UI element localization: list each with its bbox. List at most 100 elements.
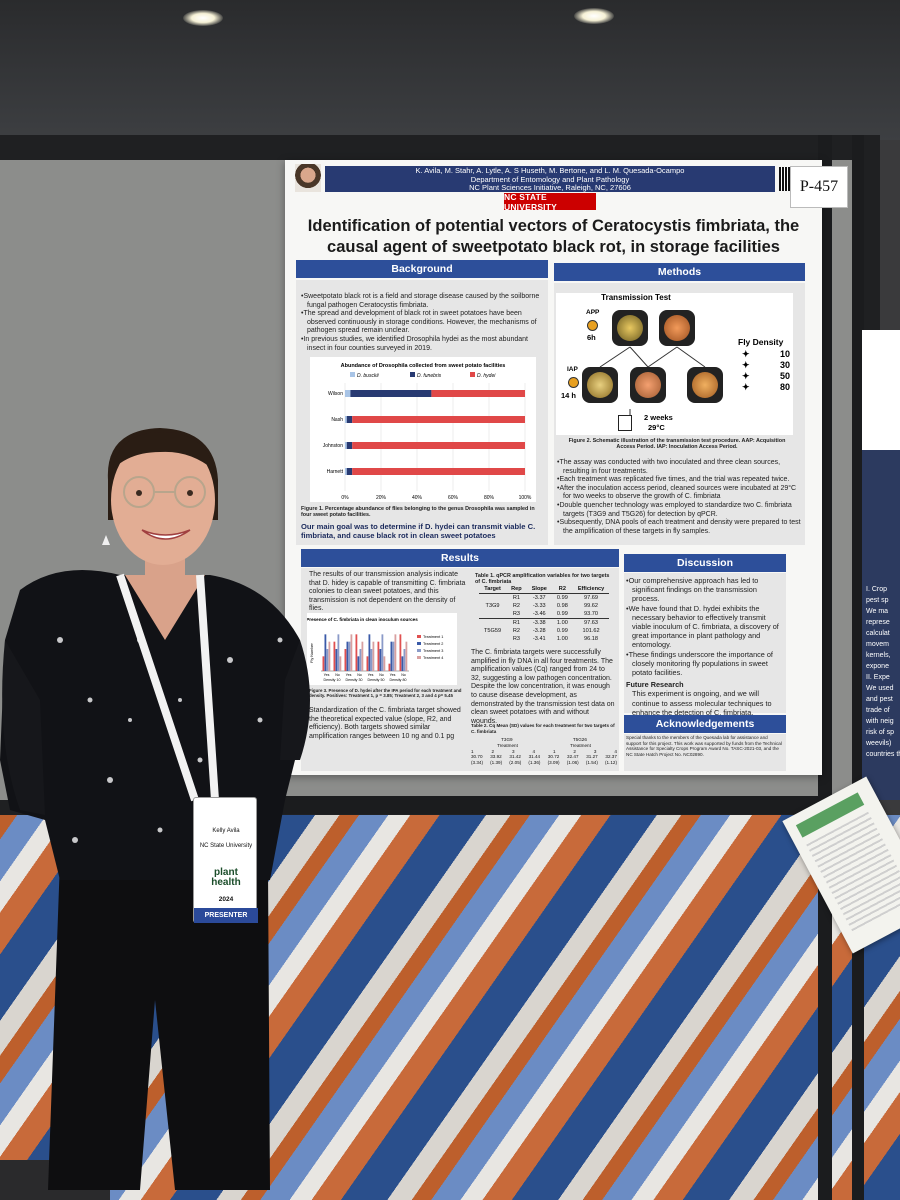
presenter-person	[0, 428, 310, 1190]
bar-segment	[431, 390, 525, 397]
table-cell: 97.63	[584, 620, 599, 626]
bullet-item: After the inoculation access period, cle…	[557, 485, 802, 502]
bar	[388, 663, 391, 671]
university-logo: NC STATE UNIVERSITY	[504, 192, 596, 212]
fly-icon: ✦	[742, 382, 750, 392]
alarm-clock-icon	[587, 320, 598, 331]
bar	[366, 656, 369, 671]
bar	[399, 634, 402, 671]
main-goal: Our main goal was to determine if D. hyd…	[301, 522, 536, 540]
legend-label: Treatment 1	[423, 635, 443, 639]
table2-cell: 31.42	[509, 754, 521, 760]
legend-swatch	[417, 649, 421, 652]
x-tick-label: 40%	[412, 495, 423, 501]
side-poster-line: expone	[866, 663, 889, 670]
fly-icon: ✦	[742, 349, 750, 359]
bar	[339, 656, 342, 671]
x-tick-label: 20%	[376, 495, 387, 501]
bar-segment	[345, 468, 347, 475]
author-photo	[295, 164, 321, 192]
legend-swatch	[350, 372, 355, 377]
background-text: Sweetpotato black rot is a field and sto…	[301, 293, 544, 353]
background-heading: Background	[296, 260, 548, 278]
bullet-item: Each treatment was replicated five times…	[557, 476, 802, 485]
bar-segment	[345, 416, 347, 423]
group-label: Density 10	[324, 678, 341, 682]
transmission-diagram: Transmission Test APP 6h IAP 14 h 2 week…	[556, 293, 793, 435]
inoculum-dish-bottom-3	[687, 367, 723, 403]
badge-org: NC State University	[199, 843, 253, 849]
side-poster-line: weevils)	[866, 740, 892, 747]
iap-time: 14 h	[561, 391, 577, 400]
badge-name: Kelly Avila	[212, 828, 240, 834]
table-cell: 0.99	[556, 628, 568, 634]
table-cell: 0.98	[556, 603, 568, 609]
fly-density-row: ✦ 30	[742, 360, 790, 371]
inoculum-dish-bottom-2	[630, 367, 666, 403]
badge-year: 2024	[218, 896, 234, 903]
table2-cell: 1	[471, 748, 474, 754]
table-cell: T5G59	[484, 628, 502, 634]
category-label: No	[379, 673, 384, 677]
fly-density-label: Fly Density	[738, 337, 784, 347]
figure3-caption: Figure 3. Presence of D. hydei after the…	[309, 688, 462, 699]
qpcr-table-wrap: Target Rep Slope R2 Efficiency R1 -3.37 0.99 97…	[479, 585, 610, 643]
table2-cell: (1.36)	[528, 760, 541, 766]
table-cell: -3.38	[532, 620, 546, 626]
table-header: R2	[551, 585, 573, 594]
category-label: Yes	[324, 673, 330, 677]
author-bar: K. Avila, M. Stahr, A. Lytle, A. S Huset…	[325, 166, 775, 192]
side-poster-line: calculat	[866, 630, 890, 637]
x-tick-label: 0%	[341, 495, 349, 501]
standardization-text: Standardization of the C. fimbriata targ…	[309, 707, 461, 740]
bar	[324, 634, 327, 671]
future-research-heading: Future Research	[626, 680, 684, 690]
table2-cell: (3.09)	[547, 760, 560, 766]
bar	[337, 634, 340, 671]
side-poster-line: kernels,	[866, 652, 891, 659]
bar	[377, 641, 380, 671]
legend-label: D. busckii	[357, 373, 380, 379]
bar-segment	[350, 390, 432, 397]
discussion-text: Our comprehensive approach has led to si…	[626, 576, 784, 717]
name-badge: Kelly Avila NC State University plant he…	[193, 797, 258, 923]
bar	[355, 634, 358, 671]
chart-title: Abundance of Drosophila collected from s…	[341, 363, 506, 369]
table-cell: -3.28	[532, 628, 546, 634]
incubator-icon	[618, 415, 632, 431]
bar	[405, 641, 408, 671]
side-poster-line: countries th	[866, 751, 900, 758]
table2-cell: 2	[491, 748, 495, 754]
presenter-ribbon: PRESENTER	[194, 908, 258, 923]
ceiling-light-left	[183, 10, 223, 26]
group-label: Density 30	[346, 678, 363, 682]
discussion-heading: Discussion	[624, 554, 786, 572]
bar	[381, 634, 384, 671]
category-label: No	[401, 673, 406, 677]
research-poster: K. Avila, M. Stahr, A. Lytle, A. S Huset…	[285, 160, 822, 775]
table2-cell: (1.54)	[585, 760, 598, 766]
earring-icon	[102, 535, 110, 545]
bullet-item: Sweetpotato black rot is a field and sto…	[301, 293, 544, 310]
table-cell: 96.18	[584, 636, 599, 642]
bar	[359, 649, 362, 671]
table-cell	[479, 594, 506, 603]
table-cell	[479, 610, 506, 619]
ceiling	[0, 0, 900, 140]
table2-cell: 3	[511, 748, 515, 754]
table2-caption: Table 2. Cq Mean (SD) values for each tr…	[471, 723, 615, 734]
bar-segment	[352, 468, 525, 475]
table-row: R3 -3.41 1.00 96.18	[479, 635, 609, 643]
table-cell: R3	[512, 611, 520, 617]
neighbor-poster: I. Crop pest sp We ma represe calculat movem k…	[862, 330, 900, 800]
side-poster-line: risk of sp	[866, 729, 895, 736]
category-label: Yes	[368, 673, 374, 677]
table2-cell: 4	[614, 748, 617, 754]
drosophila-abundance-chart: Abundance of Drosophila collected from s…	[310, 357, 536, 502]
department: Department of Entomology and Plant Patho…	[470, 174, 630, 184]
bar-segment	[345, 390, 351, 397]
legend-swatch	[410, 372, 415, 377]
diagram-title: Transmission Test	[601, 293, 671, 302]
legend-swatch	[417, 656, 421, 659]
fly-density-value: 30	[779, 360, 790, 370]
